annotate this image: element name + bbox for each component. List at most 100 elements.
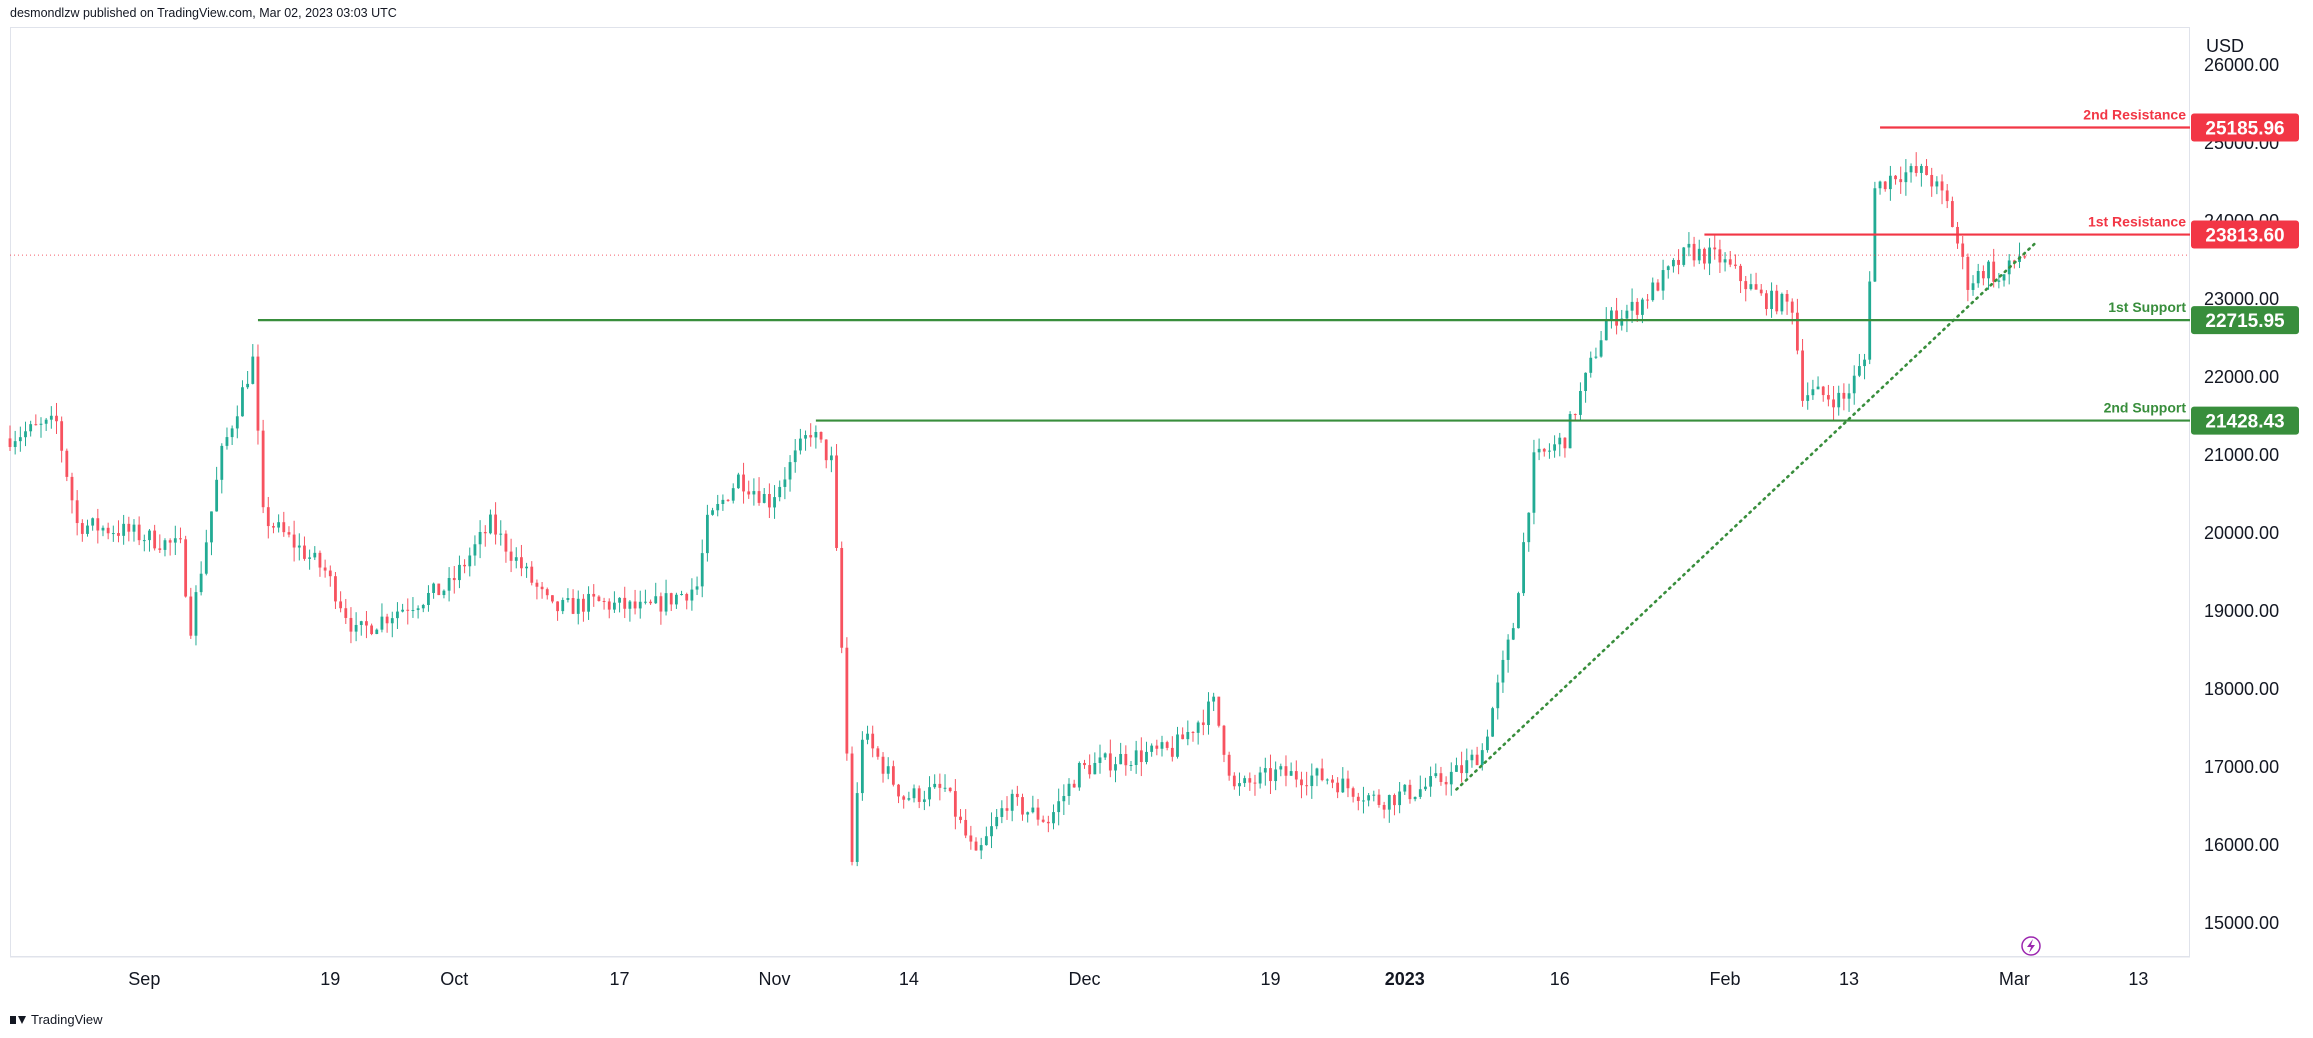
candle-body (566, 598, 570, 600)
candle-body (561, 599, 565, 612)
candle-body (1863, 359, 1866, 367)
candle-body (256, 356, 260, 431)
price-tick-label: 21000.00 (2204, 445, 2279, 465)
lightning-icon (2021, 936, 2041, 956)
candle-body (292, 534, 296, 548)
candle-body (334, 576, 337, 602)
candle-body (2023, 256, 2027, 258)
level-title: 1st Resistance (2088, 214, 2186, 230)
candle-body (266, 507, 270, 527)
candle-body (1630, 301, 1634, 311)
candle-body (246, 383, 250, 388)
candle-body (1279, 766, 1283, 770)
candle-body (582, 598, 585, 612)
candle-body (1026, 812, 1030, 815)
candle-body (1816, 386, 1820, 390)
candle-body (1465, 760, 1469, 774)
candle-body (1170, 747, 1174, 757)
candle-body (1150, 745, 1154, 752)
candle-body (530, 566, 534, 583)
candle-body (1878, 181, 1882, 189)
candle-body (1269, 768, 1272, 782)
candle-body (1672, 259, 1675, 267)
footer: TradingView (10, 1012, 103, 1027)
candle-body (1754, 284, 1758, 290)
candle-body (401, 609, 405, 612)
candle-body (1548, 450, 1551, 452)
candle-body (1072, 783, 1076, 788)
candle-body (1656, 282, 1660, 291)
candle-body (478, 532, 482, 545)
candle-body (132, 524, 136, 532)
time-tick-label: Mar (1999, 969, 2030, 989)
candle-body (1620, 318, 1624, 326)
candle-body (1992, 261, 1996, 282)
candle-body (613, 602, 616, 610)
candle-body (917, 788, 921, 802)
candle-body (1046, 821, 1050, 824)
candle-body (468, 555, 472, 567)
candle-body (974, 841, 978, 851)
price-tick-label: 18000.00 (2204, 679, 2279, 699)
candle-body (520, 557, 523, 569)
candle-body (633, 601, 637, 609)
candle-body (1925, 165, 1928, 175)
candle-body (1708, 247, 1711, 264)
candle-body (773, 497, 776, 508)
candle-body (969, 835, 973, 842)
candle-body (979, 845, 983, 851)
candle-body (1522, 542, 1526, 594)
candle-body (783, 479, 787, 487)
candle-body (1909, 166, 1913, 173)
candle-body (1067, 783, 1071, 797)
candle-body (463, 564, 466, 567)
candle-body (215, 479, 219, 512)
candle-body (483, 532, 487, 534)
candle-body (1625, 310, 1629, 319)
price-chart[interactable]: 2nd Resistance 1st Resistance 1st Support 2… (0, 0, 2313, 1005)
candle-body (416, 608, 420, 611)
candle-body (819, 431, 823, 440)
level-price-tag (2191, 406, 2299, 435)
candle-body (1785, 293, 1789, 302)
level-price-tag (2191, 113, 2299, 142)
candle-body (1289, 771, 1293, 776)
candle-body (1987, 261, 1990, 279)
candle-body (313, 552, 317, 558)
candle-body (835, 455, 838, 548)
candle-body (1258, 772, 1262, 784)
candle-body (1527, 512, 1531, 543)
candle-body (535, 582, 539, 587)
candle-body (328, 570, 332, 577)
candle-body (778, 486, 782, 498)
candle-body (1563, 437, 1567, 449)
candle-body (649, 601, 652, 604)
candle-body (928, 787, 931, 800)
level-title: 2nd Resistance (2083, 106, 2186, 122)
candle-body (1821, 386, 1825, 396)
candle-body (628, 601, 632, 609)
candle-body (1460, 765, 1464, 774)
candle-body (1837, 392, 1841, 408)
candle-body (1145, 751, 1148, 763)
candle-body (442, 590, 446, 596)
time-tick-label: Oct (440, 969, 468, 989)
candle-body (1253, 782, 1257, 784)
candle-body (1305, 785, 1309, 787)
candle-body (421, 604, 425, 609)
candle-body (571, 598, 575, 614)
candle-body (153, 530, 157, 549)
candle-body (1449, 771, 1453, 785)
time-tick-label: 13 (1839, 969, 1859, 989)
candle-body (897, 784, 900, 797)
lightning-icon-ring (2021, 936, 2041, 956)
candle-body (736, 474, 740, 489)
candle-body (163, 540, 167, 550)
candle-body (871, 733, 875, 749)
candle-body (1036, 807, 1040, 820)
candle-body (1418, 789, 1422, 797)
candle-body (261, 430, 265, 508)
candle-body (1403, 784, 1407, 792)
currency-label: USD (2206, 36, 2244, 56)
candle-body (881, 756, 885, 774)
